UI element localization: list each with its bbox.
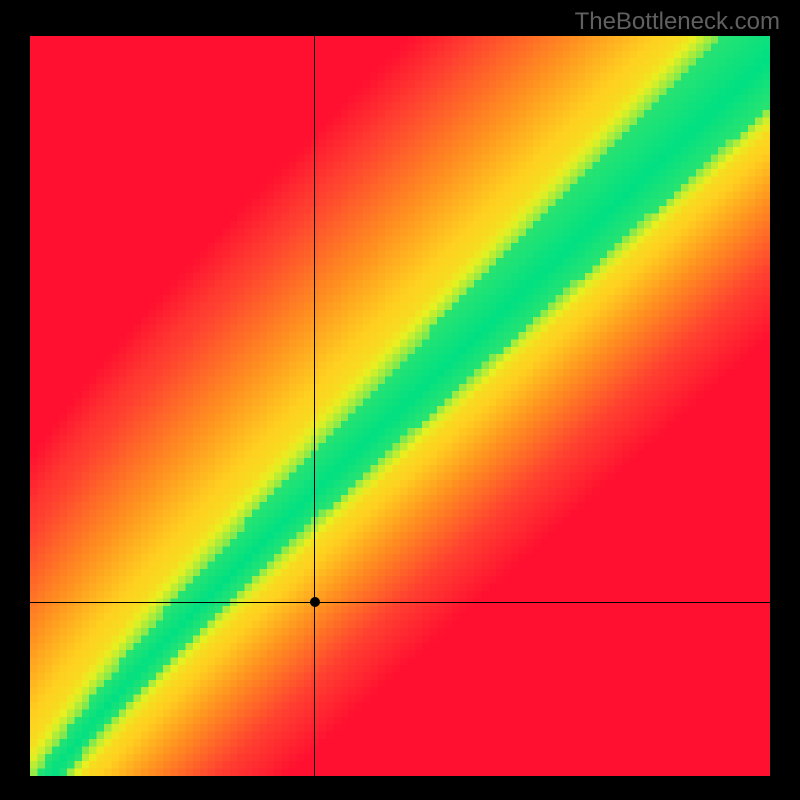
- crosshair-horizontal: [30, 602, 770, 603]
- bottleneck-heatmap: [30, 36, 770, 776]
- chart-container: TheBottleneck.com: [0, 0, 800, 800]
- crosshair-vertical: [314, 36, 315, 776]
- watermark-text: TheBottleneck.com: [575, 8, 780, 36]
- crosshair-marker: [310, 597, 320, 607]
